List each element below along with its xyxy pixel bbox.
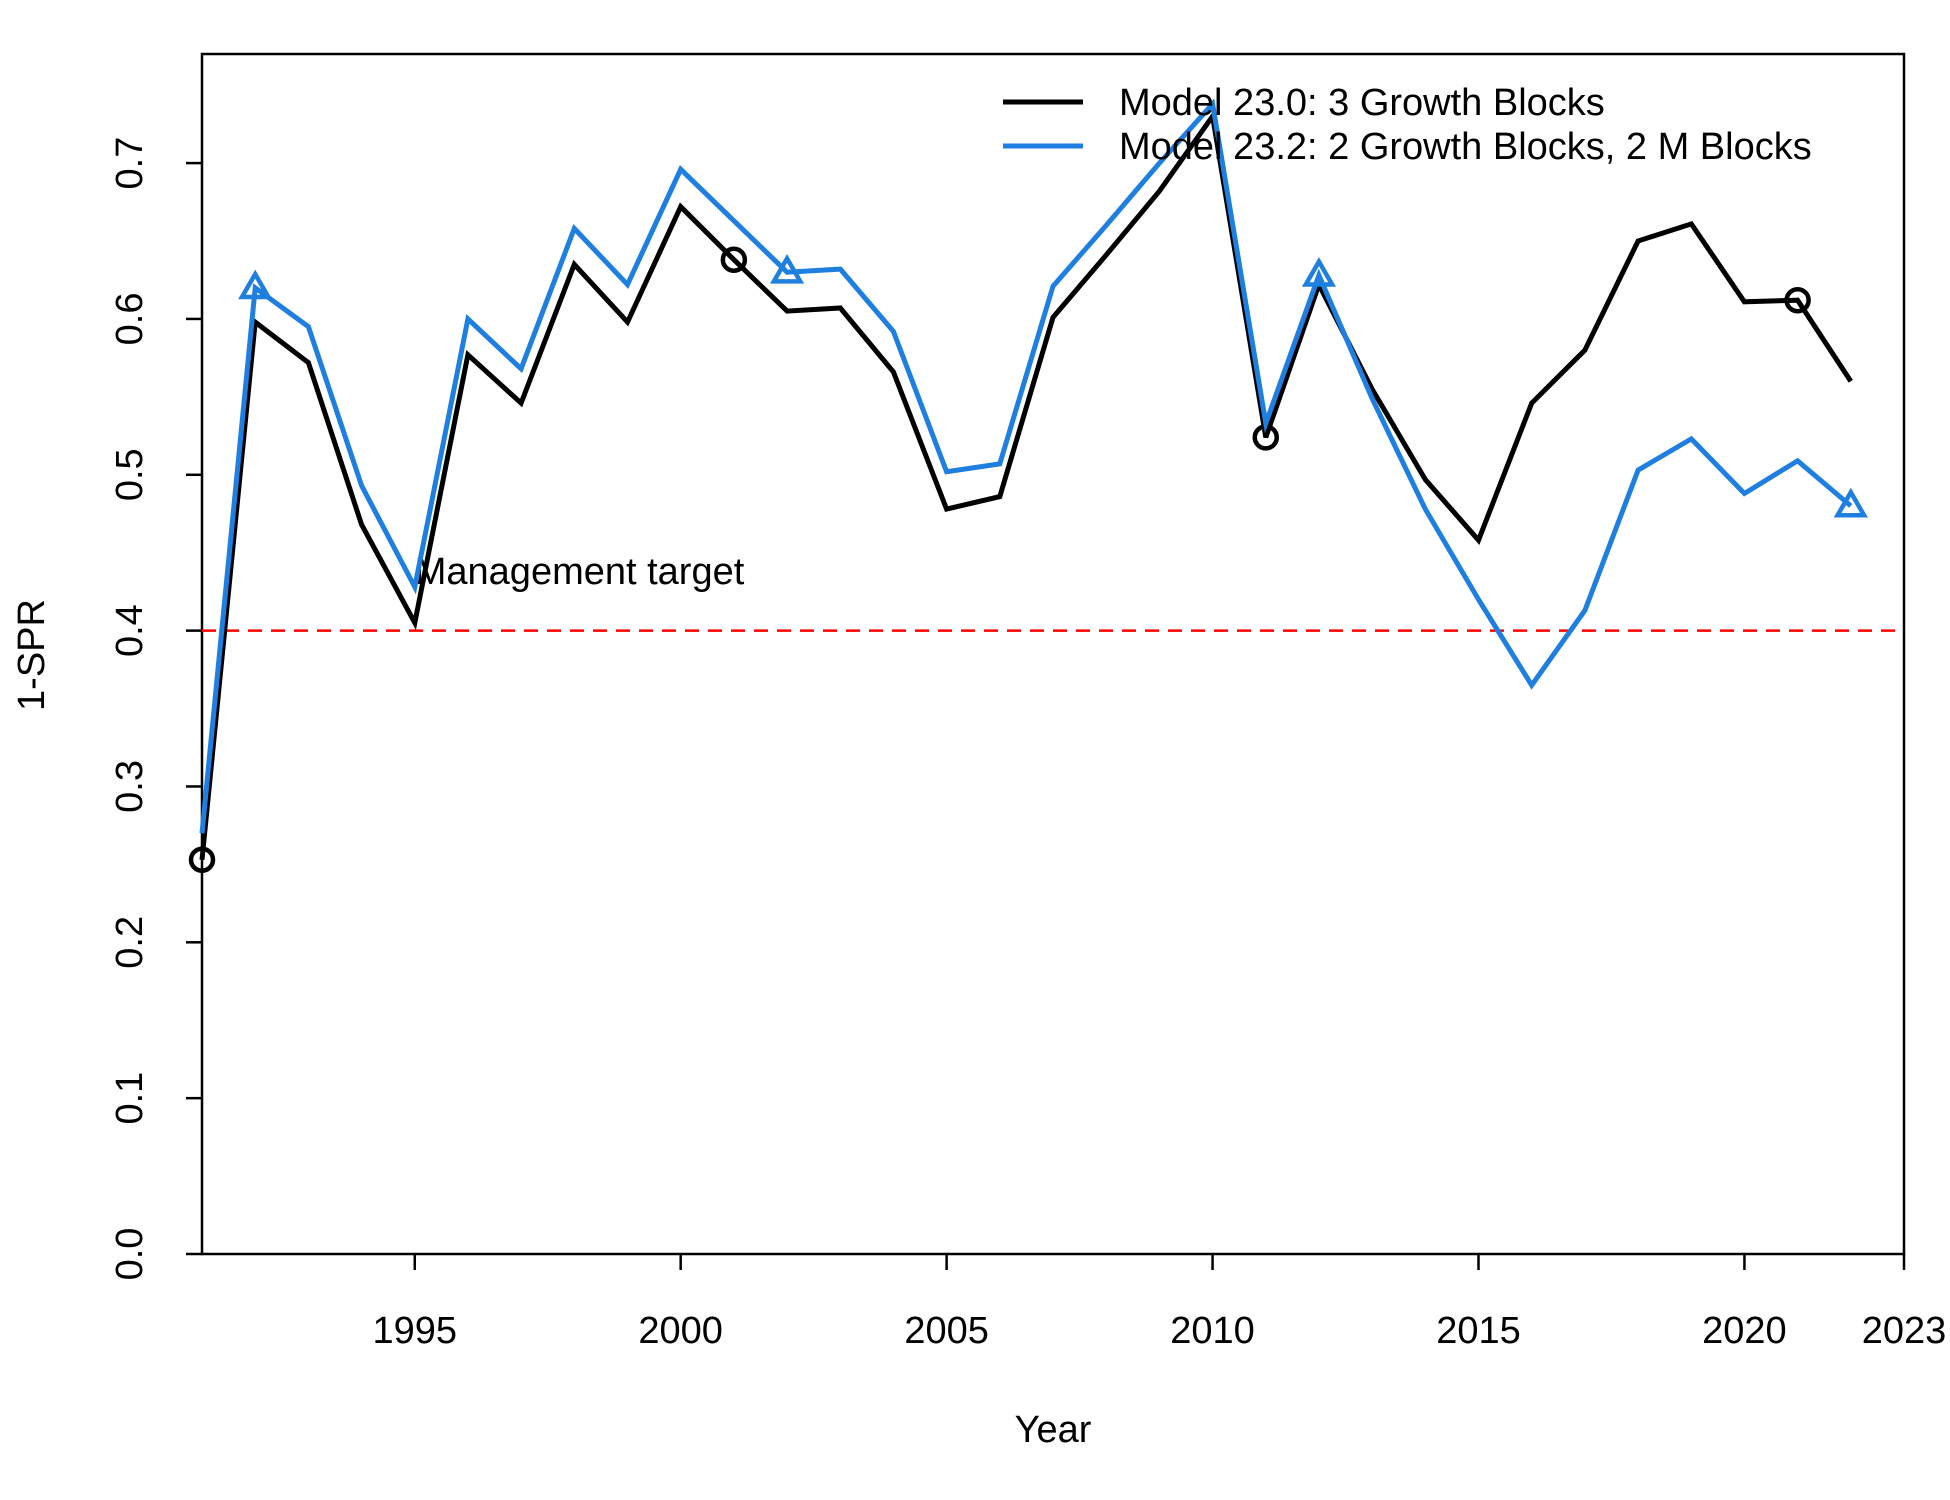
- y-tick-label: 0.1: [109, 1072, 151, 1125]
- legend-label: Model 23.2: 2 Growth Blocks, 2 M Blocks: [1119, 126, 1812, 168]
- legend-label: Model 23.0: 3 Growth Blocks: [1119, 82, 1605, 124]
- data-point-marker: [1301, 257, 1337, 287]
- y-axis: 0.0 0.1 0.2 0.3 0.4 0.5 0.6 0.7: [109, 137, 202, 1281]
- data-point-marker: [769, 254, 805, 284]
- series-line: [199, 98, 1853, 834]
- x-tick-label: 2000: [638, 1310, 723, 1352]
- y-tick-label: 0.2: [109, 916, 151, 969]
- x-axis-label: Year: [1015, 1409, 1092, 1451]
- data-point-marker: [1833, 487, 1868, 518]
- management-target-label: Management target: [415, 551, 745, 593]
- x-tick-label: 2005: [904, 1310, 989, 1352]
- data-point-marker: [188, 846, 216, 873]
- plot-area-frame: [200, 52, 1906, 1256]
- data-point-marker: [1784, 286, 1811, 314]
- x-tick-label: 2020: [1702, 1310, 1787, 1352]
- x-axis: 1995 2000 2005 2010 2015 2020 2023: [372, 1254, 1946, 1352]
- series-1: [188, 109, 1853, 873]
- x-tick-label: 2010: [1170, 1310, 1255, 1352]
- data-point-marker: [720, 246, 748, 273]
- legend-item: Model 23.0: 3 Growth Blocks: [1003, 82, 1605, 124]
- y-tick-label: 0.3: [109, 760, 151, 813]
- series-layer: [188, 98, 1868, 873]
- y-tick-label: 0.4: [109, 604, 151, 657]
- x-tick-label: 2023: [1862, 1310, 1947, 1352]
- y-tick-label: 0.7: [109, 137, 151, 190]
- y-tick-label: 0.0: [109, 1228, 151, 1281]
- y-tick-label: 0.5: [109, 448, 151, 501]
- x-tick-label: 2015: [1436, 1310, 1521, 1352]
- y-tick-label: 0.6: [109, 293, 151, 346]
- y-axis-label: 1-SPR: [11, 599, 53, 711]
- series-2: [199, 98, 1868, 834]
- x-tick-label: 1995: [372, 1310, 457, 1352]
- data-point-marker: [238, 269, 273, 300]
- series-line: [199, 109, 1853, 860]
- legend-item: Model 23.2: 2 Growth Blocks, 2 M Blocks: [1003, 126, 1812, 168]
